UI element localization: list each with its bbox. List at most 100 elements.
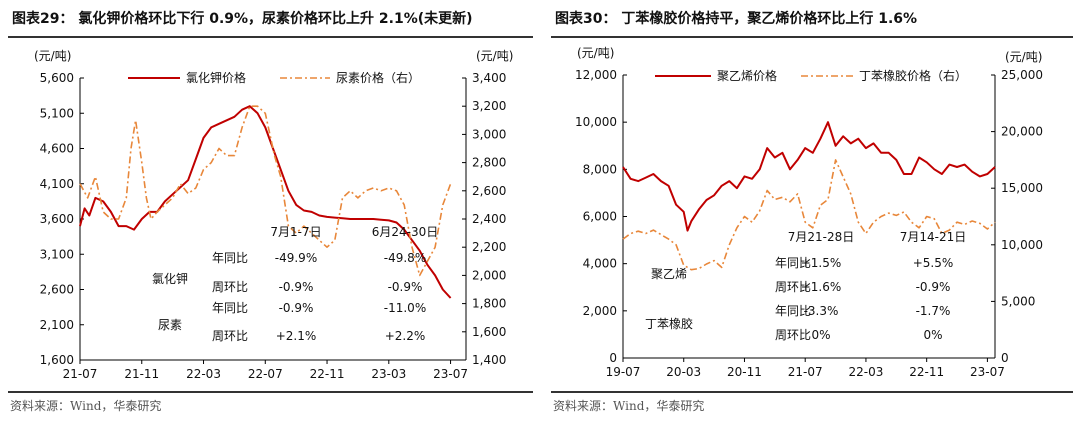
y-tick-label-left: 3,600 [40,212,74,226]
series-line-primary [622,121,996,232]
legend-label: 丁苯橡胶价格（右） [859,68,967,83]
table-row-label: 年同比 [775,304,811,318]
table-row-label: 年同比 [775,256,811,270]
y-axis-left-label: (元/吨) [577,46,614,60]
y-tick-label-right: 2,000 [472,268,506,282]
y-tick-label-left: 1,600 [40,353,74,367]
x-tick-label: 23-07 [433,367,468,381]
x-tick-label: 22-03 [849,365,884,379]
y-tick-label-left: 2,600 [40,283,74,297]
y-tick-label-right: 2,400 [472,212,506,226]
source-rule [551,391,1073,393]
chart-panel-left: 图表29： 氯化钾价格环比下行 0.9%，尿素价格环比上升 2.1%(未更新) … [8,11,533,413]
y-axis-right-label: (元/吨) [476,49,513,63]
y-tick-label-right: 2,800 [472,156,506,170]
table-group-label: 尿素 [158,318,182,332]
x-tick-label: 21-07 [63,367,98,381]
x-tick-label: 21-07 [788,365,823,379]
y-tick-label-left: 12,000 [575,68,617,82]
table-row-label: 周环比 [775,328,811,342]
table-column-header: 7月1-7日 [270,225,321,239]
y-tick-label-right: 1,600 [472,325,506,339]
table-cell: -49.9% [275,251,317,265]
y-tick-label-left: 0 [609,351,617,365]
table-cell: +1.5% [801,256,842,270]
table-row-label: 周环比 [212,329,248,343]
chart-title: 图表29： 氯化钾价格环比下行 0.9%，尿素价格环比上升 2.1%(未更新) [12,11,473,27]
y-tick-label-left: 6,000 [583,210,617,224]
chart-panel-right: 图表30： 丁苯橡胶价格持平，聚乙烯价格环比上行 1.6% (元/吨) (元/吨)… [543,0,1080,423]
title-rule [551,36,1073,38]
table-group-label: 氯化钾 [152,272,188,286]
table-cell: 0% [811,328,830,342]
chart-svg-left: (元/吨) (元/吨) 5,600 5,100 4,600 4,100 3,600 3,100… [34,49,513,381]
table-column-header: 7月14-21日 [900,230,967,244]
y-tick-label-right: 3,200 [472,99,506,113]
legend-label: 聚乙烯价格 [717,68,777,83]
title-rule [8,36,533,38]
legend-label: 氯化钾价格 [186,70,246,85]
table-cell: -0.9% [388,280,423,294]
y-tick-label-right: 20,000 [1001,125,1043,139]
table-group-label: 丁苯橡胶 [645,316,693,331]
table-cell: -49.8% [384,251,426,265]
y-tick-label-right: 5,000 [1001,294,1035,308]
table-cell: +5.5% [913,256,954,270]
table-group-label: 聚乙烯 [651,267,687,281]
y-tick-label-left: 4,000 [583,257,617,271]
y-tick-label-right: 1,800 [472,297,506,311]
y-tick-label-right: 3,400 [472,71,506,85]
x-tick-label: 22-11 [310,367,345,381]
x-tick-label: 23-07 [970,365,1005,379]
table-cell: +2.1% [276,329,317,343]
table-row-label: 周环比 [212,280,248,294]
x-tick-label: 21-11 [124,367,159,381]
x-tick-label: 22-03 [186,367,221,381]
table-cell: -0.9% [916,280,951,294]
chart-title: 图表30： 丁苯橡胶价格持平，聚乙烯价格环比上行 1.6% [555,11,918,27]
y-tick-label-left: 2,000 [583,304,617,318]
source-note: 资料来源：Wind，华泰研究 [10,399,162,413]
table-row-label: 周环比 [775,280,811,294]
y-axis-left-label: (元/吨) [34,49,71,63]
y-axis-right-label: (元/吨) [1005,50,1042,64]
y-tick-label-left: 3,100 [40,247,74,261]
table-cell: -3.3% [804,304,839,318]
chart-svg-right: (元/吨) (元/吨) 12,000 10,000 8,000 6,000 4,000 2,0… [575,46,1043,379]
y-tick-label-right: 25,000 [1001,68,1043,82]
y-tick-label-left: 4,100 [40,177,74,191]
table-cell: 0% [923,328,942,342]
table-column-header: 6月24-30日 [372,225,439,239]
y-tick-label-right: 2,200 [472,240,506,254]
y-tick-label-right: 1,400 [472,353,506,367]
table-cell: -0.9% [279,301,314,315]
table-column-header: 7月21-28日 [788,230,855,244]
y-tick-label-right: 15,000 [1001,181,1043,195]
y-tick-label-left: 5,600 [40,71,74,85]
table-row-label: 年同比 [212,301,248,315]
x-tick-label: 19-07 [606,365,641,379]
table-cell: +2.2% [385,329,426,343]
table-cell: -1.7% [916,304,951,318]
legend-label: 尿素价格（右） [336,70,420,85]
series-line-secondary [622,159,996,271]
table-cell: -11.0% [384,301,426,315]
y-tick-label-left: 4,600 [40,142,74,156]
y-tick-label-right: 3,000 [472,127,506,141]
table-row-label: 年同比 [212,251,248,265]
x-tick-label: 22-07 [248,367,283,381]
source-note: 资料来源：Wind，华泰研究 [553,399,705,413]
x-tick-label: 20-03 [666,365,701,379]
y-tick-label-right: 2,600 [472,184,506,198]
series-line-secondary [79,105,452,277]
series-line-primary [79,105,452,299]
y-tick-label-left: 8,000 [583,162,617,176]
y-tick-label-left: 5,100 [40,106,74,120]
source-rule [8,391,533,393]
x-tick-label: 20-11 [727,365,762,379]
y-tick-label-right: 0 [1001,351,1009,365]
y-tick-label-left: 10,000 [575,115,617,129]
table-cell: -0.9% [279,280,314,294]
x-tick-label: 22-11 [909,365,944,379]
x-tick-label: 23-03 [371,367,406,381]
